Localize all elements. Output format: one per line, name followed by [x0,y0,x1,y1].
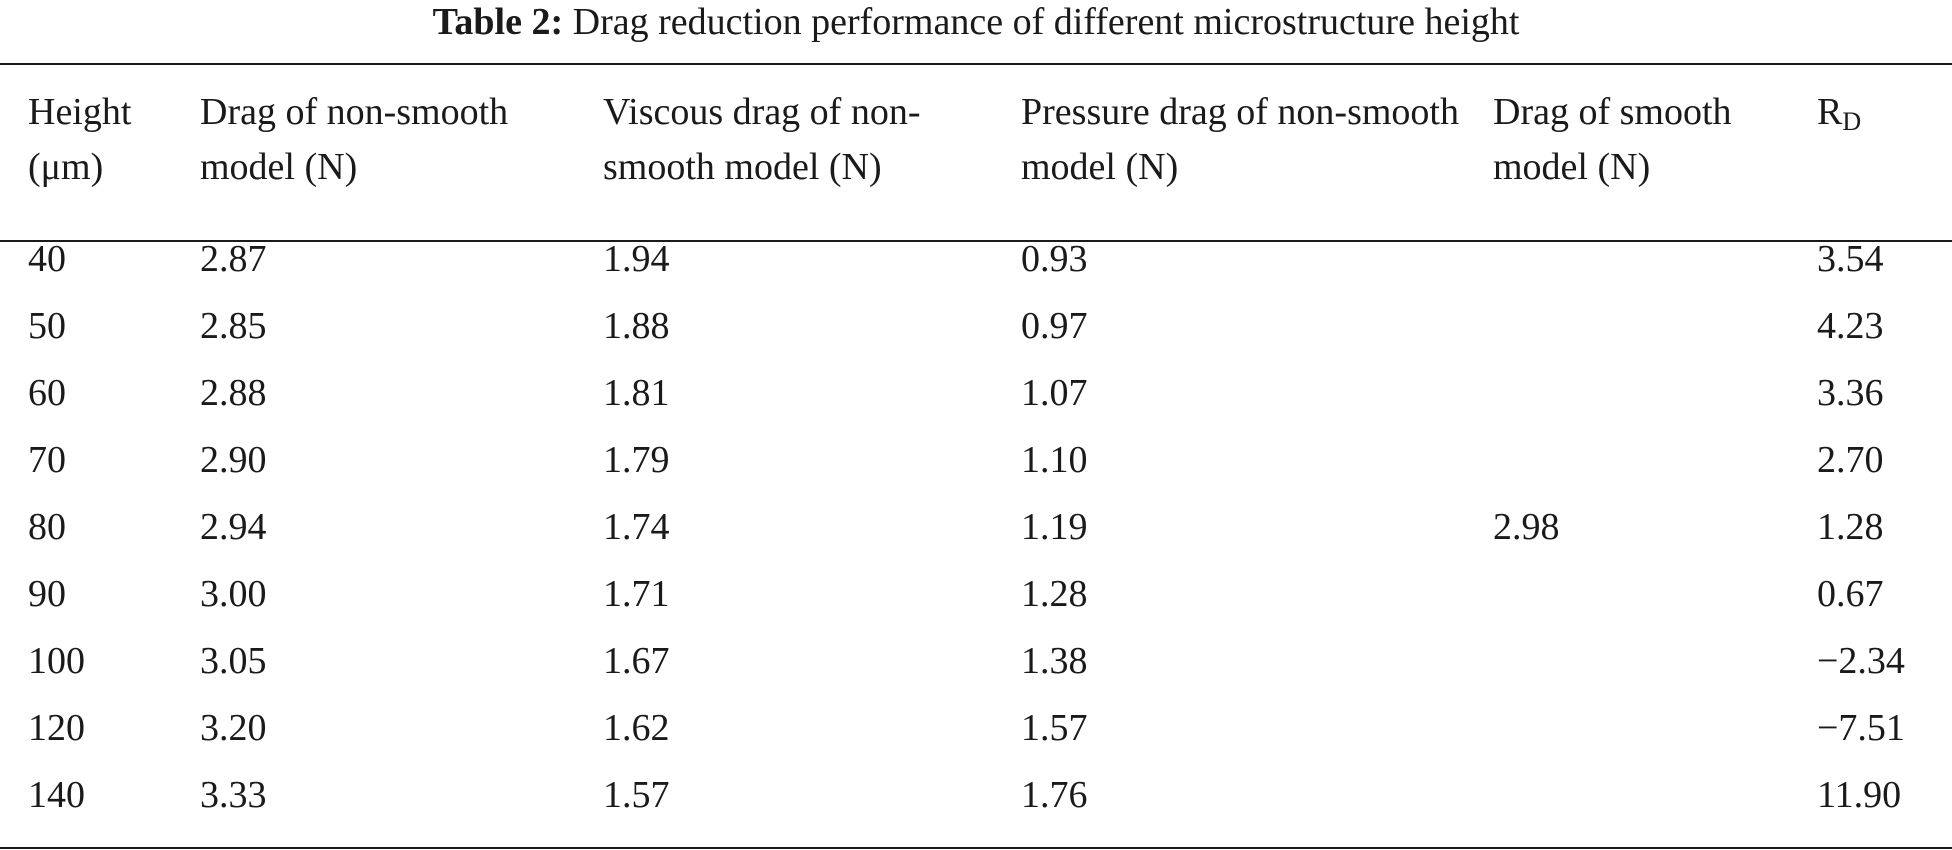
cell-rd: −7.51 [1817,707,1905,749]
table-row: 40 2.87 1.94 0.93 3.54 [0,220,1952,293]
cell-height: 40 [28,238,66,280]
cell-rd: 3.36 [1817,372,1884,414]
cell-drag-non-smooth: 3.20 [200,707,267,749]
cell-pressure-drag: 1.57 [1021,707,1088,749]
cell-viscous-drag: 1.81 [603,372,670,414]
cell-viscous-drag: 1.88 [603,305,670,347]
cell-height: 140 [28,774,85,816]
cell-rd: 1.28 [1817,506,1884,548]
cell-viscous-drag: 1.74 [603,506,670,548]
cell-drag-smooth [1493,762,1817,829]
table-row: 100 3.05 1.67 1.38 −2.34 [0,628,1952,695]
cell-pressure-drag: 1.10 [1021,439,1088,481]
cell-drag-non-smooth: 3.33 [200,774,267,816]
cell-drag-non-smooth: 2.88 [200,372,267,414]
cell-viscous-drag: 1.62 [603,707,670,749]
cell-drag-smooth [1493,427,1817,494]
top-rule [0,63,1952,65]
cell-viscous-drag: 1.71 [603,573,670,615]
cell-drag-smooth [1493,360,1817,427]
header-drag-non-smooth: Drag of non-smooth model (N) [200,91,509,188]
cell-pressure-drag: 0.97 [1021,305,1088,347]
header-drag-smooth: Drag of smooth model (N) [1493,91,1732,188]
table-body: 40 2.87 1.94 0.93 3.54 50 2.85 1.88 0.97 4.23 60 2.… [0,220,1952,829]
cell-viscous-drag: 1.94 [603,238,670,280]
header-viscous-drag: Viscous drag of non-smooth model (N) [603,91,921,188]
cell-drag-non-smooth: 2.94 [200,506,267,548]
table-row: 60 2.88 1.81 1.07 3.36 [0,360,1952,427]
header-rd-main: R [1817,91,1843,133]
cell-pressure-drag: 1.07 [1021,372,1088,414]
cell-height: 120 [28,707,85,749]
cell-drag-smooth: 2.98 [1493,506,1560,548]
cell-height: 90 [28,573,66,615]
header-height: Height (μm) [28,91,132,188]
cell-pressure-drag: 0.93 [1021,238,1088,280]
cell-drag-non-smooth: 2.87 [200,238,267,280]
cell-rd: 3.54 [1817,238,1884,280]
cell-rd: 0.67 [1817,573,1884,615]
cell-drag-non-smooth: 3.05 [200,640,267,682]
cell-drag-non-smooth: 2.85 [200,305,267,347]
cell-drag-non-smooth: 3.00 [200,573,267,615]
cell-drag-smooth [1493,293,1817,360]
table-row: 80 2.94 1.74 1.19 2.98 1.28 [0,494,1952,561]
table-row: 140 3.33 1.57 1.76 11.90 [0,762,1952,829]
cell-rd: 2.70 [1817,439,1884,481]
header-rd-subscript: D [1842,107,1862,136]
cell-rd: 4.23 [1817,305,1884,347]
cell-rd: 11.90 [1817,774,1902,816]
cell-height: 100 [28,640,85,682]
cell-height: 80 [28,506,66,548]
caption-text: Drag reduction performance of different … [572,1,1520,43]
table-row: 50 2.85 1.88 0.97 4.23 [0,293,1952,360]
cell-drag-smooth [1493,695,1817,762]
cell-pressure-drag: 1.76 [1021,774,1088,816]
table-row: 120 3.20 1.62 1.57 −7.51 [0,695,1952,762]
table-row: 70 2.90 1.79 1.10 2.70 [0,427,1952,494]
header-pressure-drag: Pressure drag of non-smooth model (N) [1021,91,1459,188]
header-rd: RD [1817,65,1952,220]
bottom-rule [0,847,1952,849]
cell-height: 60 [28,372,66,414]
cell-rd: −2.34 [1817,640,1905,682]
table-caption: Table 2: Drag reduction performance of d… [0,2,1952,42]
cell-viscous-drag: 1.57 [603,774,670,816]
cell-drag-smooth [1493,220,1817,293]
cell-drag-smooth [1493,628,1817,695]
cell-viscous-drag: 1.67 [603,640,670,682]
cell-pressure-drag: 1.19 [1021,506,1088,548]
cell-height: 50 [28,305,66,347]
header-rule [0,240,1952,242]
cell-height: 70 [28,439,66,481]
cell-viscous-drag: 1.79 [603,439,670,481]
cell-pressure-drag: 1.38 [1021,640,1088,682]
cell-pressure-drag: 1.28 [1021,573,1088,615]
cell-drag-smooth [1493,561,1817,628]
caption-label: Table 2: [432,1,564,43]
cell-drag-non-smooth: 2.90 [200,439,267,481]
header-row: Height (μm) Drag of non-smooth model (N)… [0,65,1952,220]
drag-reduction-table: Height (μm) Drag of non-smooth model (N)… [0,65,1952,829]
table-row: 90 3.00 1.71 1.28 0.67 [0,561,1952,628]
